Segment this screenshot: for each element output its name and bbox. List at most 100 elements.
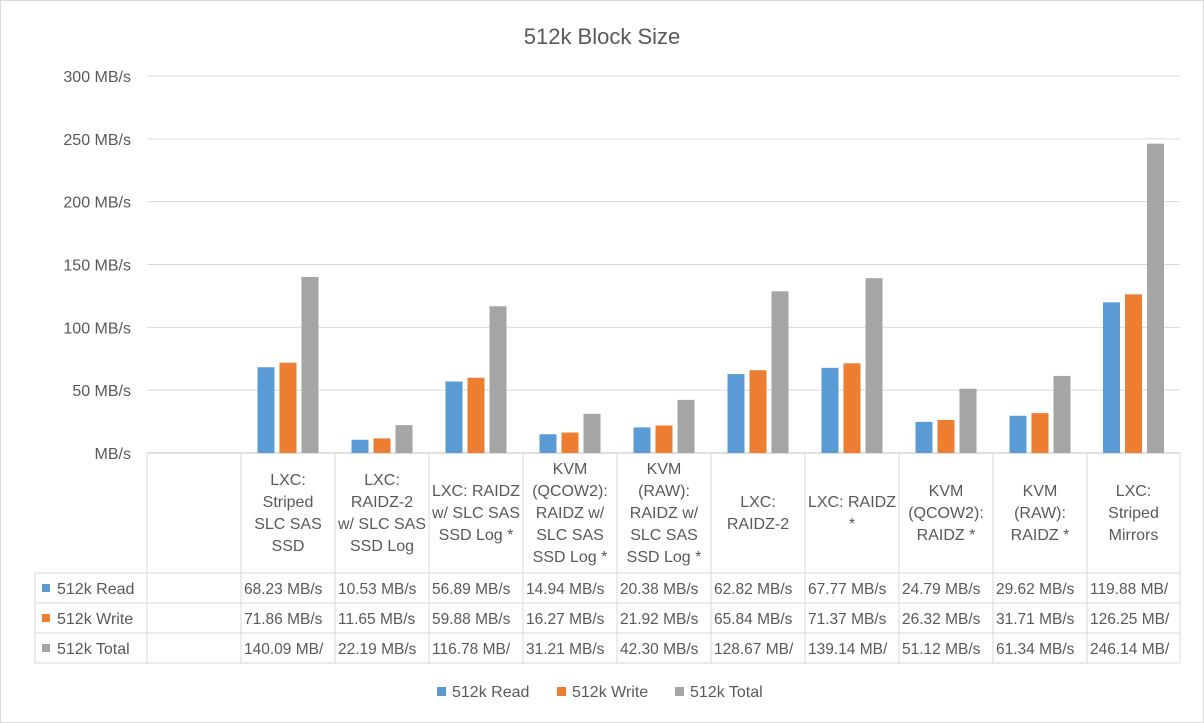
bar — [279, 362, 297, 453]
row-legend-key — [42, 584, 50, 592]
bar — [539, 434, 557, 453]
bar — [749, 370, 767, 453]
bar — [445, 381, 463, 453]
table-cell: 139.14 MB/ — [808, 641, 888, 658]
table-cell: 68.23 MB/s — [244, 581, 323, 598]
table-cell: 11.65 MB/s — [338, 611, 416, 628]
y-tick-label: 250 MB/s — [63, 132, 131, 149]
category-label: Striped — [1108, 505, 1159, 522]
category-label: LXC: — [740, 494, 776, 511]
table-cell: 14.94 MB/s — [526, 581, 605, 598]
y-tick-label: MB/s — [95, 446, 131, 463]
table-cell: 65.84 MB/s — [714, 611, 793, 628]
row-legend-key — [42, 614, 50, 622]
bar — [959, 388, 977, 453]
bar — [677, 399, 695, 453]
category-label: SSD Log * — [627, 549, 702, 566]
row-series-name: 512k Write — [57, 611, 133, 628]
bar — [467, 377, 485, 453]
category-label: Striped — [263, 494, 314, 511]
table-cell: 22.19 MB/s — [338, 641, 417, 658]
table-cell: 59.88 MB/s — [432, 611, 511, 628]
bars — [257, 143, 1164, 453]
table-cell: 67.77 MB/s — [808, 581, 887, 598]
category-label: RAIDZ w/ — [536, 505, 605, 522]
bar — [1009, 415, 1027, 453]
category-label: SLC SAS — [254, 516, 322, 533]
bar — [489, 306, 507, 453]
category-label: * — [849, 516, 855, 533]
bar — [395, 425, 413, 453]
category-label: SSD Log * — [533, 549, 608, 566]
bar — [301, 276, 319, 453]
category-label: KVM — [553, 461, 588, 478]
legend-key — [675, 687, 684, 696]
bar — [915, 421, 933, 453]
bar — [1147, 143, 1164, 453]
category-label: KVM — [647, 461, 682, 478]
category-label: LXC: — [364, 472, 400, 489]
category-label: SSD Log * — [439, 527, 514, 544]
table-cell: 51.12 MB/s — [902, 641, 981, 658]
bar — [727, 374, 745, 453]
table-cell: 42.30 MB/s — [620, 641, 699, 658]
legend-label: 512k Write — [572, 684, 648, 701]
table-cell: 246.14 MB/ — [1090, 641, 1170, 658]
table-cell: 71.37 MB/s — [808, 611, 887, 628]
table-cell: 24.79 MB/s — [902, 581, 981, 598]
table-cell: 31.21 MB/s — [526, 641, 605, 658]
table-cell: 16.27 MB/s — [526, 611, 605, 628]
table-cell: 10.53 MB/s — [338, 581, 417, 598]
bar — [373, 438, 391, 453]
category-label: (RAW): — [1014, 505, 1066, 522]
category-label: w/ SLC SAS — [431, 505, 520, 522]
category-label: RAIDZ w/ — [630, 505, 699, 522]
bar — [821, 367, 839, 453]
bar — [1125, 294, 1142, 453]
legend-label: 512k Read — [452, 684, 529, 701]
bar — [1103, 302, 1120, 453]
row-series-name: 512k Total — [57, 641, 130, 658]
table-cell: 140.09 MB/ — [244, 641, 324, 658]
bar — [633, 427, 651, 453]
y-tick-label: 100 MB/s — [63, 320, 131, 337]
bar — [351, 439, 369, 453]
grid — [147, 75, 1180, 454]
legend-key — [437, 687, 446, 696]
row-legend-key — [42, 644, 50, 652]
category-label: SSD Log — [350, 538, 414, 555]
category-label: SLC SAS — [630, 527, 698, 544]
bar — [1031, 413, 1049, 453]
bar — [937, 419, 955, 453]
y-axis: MB/s 50 MB/s 100 MB/s 150 MB/s 200 MB/s 250 M… — [63, 69, 131, 463]
category-label: KVM — [929, 483, 964, 500]
category-label: RAIDZ-2 — [727, 516, 789, 533]
table-cell: 119.88 MB/ — [1090, 581, 1169, 598]
category-label: (QCOW2): — [908, 505, 984, 522]
table-cell: 128.67 MB/ — [714, 641, 794, 658]
category-label: (QCOW2): — [532, 483, 608, 500]
bar — [257, 367, 275, 453]
bar — [1053, 375, 1071, 453]
table-cell: 126.25 MB/ — [1090, 611, 1170, 628]
chart-title: 512k Block Size — [524, 24, 681, 49]
table-cell: 116.78 MB/ — [432, 641, 511, 658]
table-cell: 31.71 MB/s — [996, 611, 1075, 628]
legend-key — [557, 687, 566, 696]
table-cell: 20.38 MB/s — [620, 581, 699, 598]
bar — [583, 413, 601, 453]
category-label: RAIDZ * — [1011, 527, 1070, 544]
category-label: Mirrors — [1109, 527, 1159, 544]
data-table: LXC: Striped SLC SAS SSD LXC: RAIDZ-2 w/ SLC S… — [34, 453, 1181, 664]
bar — [843, 363, 861, 453]
y-tick-label: 300 MB/s — [63, 69, 131, 86]
category-label: SSD — [272, 538, 305, 555]
y-tick-label: 150 MB/s — [63, 258, 131, 275]
table-cell: 21.92 MB/s — [620, 611, 699, 628]
category-label: (RAW): — [638, 483, 690, 500]
table-cell: 29.62 MB/s — [996, 581, 1075, 598]
category-label: LXC: RAIDZ — [808, 494, 896, 511]
row-series-name: 512k Read — [57, 581, 134, 598]
